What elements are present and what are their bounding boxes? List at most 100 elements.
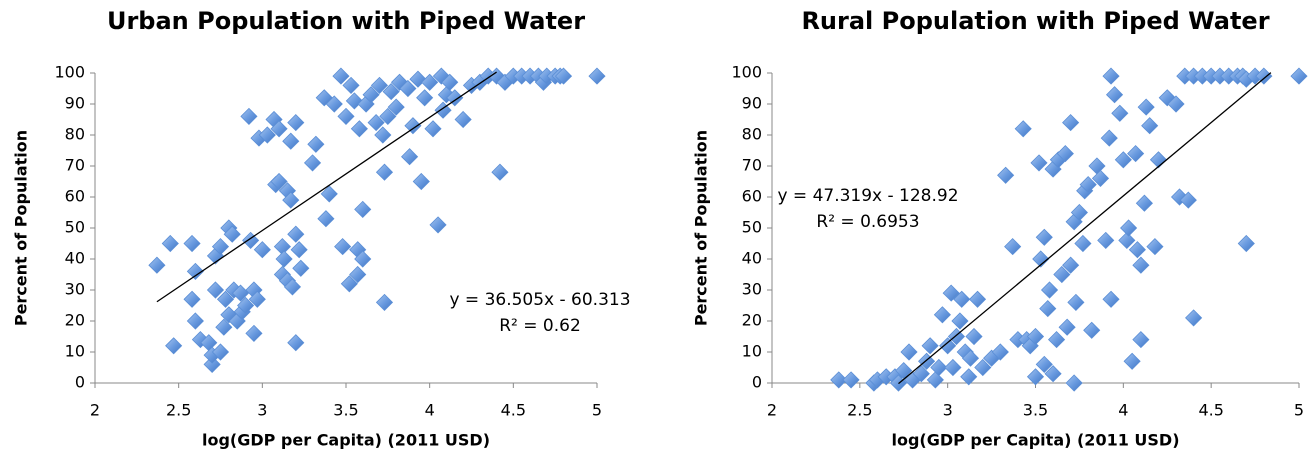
x-tick-label: 3.5 xyxy=(1023,401,1048,420)
data-point xyxy=(290,241,308,259)
data-point xyxy=(211,238,230,256)
data-point xyxy=(1004,238,1022,256)
data-point xyxy=(240,107,258,125)
y-tick-label: 100 xyxy=(731,63,762,82)
data-point xyxy=(401,148,419,166)
data-point xyxy=(1040,281,1059,299)
data-point xyxy=(951,312,969,330)
x-tick-label: 4 xyxy=(425,401,435,420)
data-point xyxy=(183,234,201,253)
trendline xyxy=(156,71,497,303)
y-tick-label: 10 xyxy=(65,342,85,361)
y-tick-label: 60 xyxy=(65,187,85,206)
data-point xyxy=(942,284,960,302)
data-point xyxy=(404,117,422,135)
r-squared: R² = 0.62 xyxy=(499,316,581,336)
data-point xyxy=(1185,309,1203,327)
data-point xyxy=(1102,290,1120,308)
x-tick-label: 3 xyxy=(257,401,267,420)
data-point xyxy=(215,318,233,336)
data-point xyxy=(325,95,343,113)
x-axis-label: log(GDP per Capita) (2011 USD) xyxy=(891,431,1179,450)
data-point xyxy=(1065,374,1083,392)
y-tick-label: 70 xyxy=(742,156,762,175)
data-point xyxy=(303,154,322,172)
data-point xyxy=(933,306,951,324)
data-point xyxy=(1132,331,1150,349)
y-tick-label: 80 xyxy=(742,125,762,144)
data-point xyxy=(270,120,288,138)
data-point xyxy=(390,73,409,91)
data-point xyxy=(253,241,271,259)
data-point xyxy=(424,120,442,138)
data-point xyxy=(1132,256,1150,274)
data-point xyxy=(211,343,230,361)
data-point xyxy=(282,132,300,150)
data-point xyxy=(342,76,360,94)
data-point xyxy=(248,290,266,308)
data-point xyxy=(362,86,380,104)
x-tick-label: 2 xyxy=(767,401,777,420)
data-point xyxy=(350,120,368,138)
data-point xyxy=(1062,256,1080,274)
data-point xyxy=(1044,365,1062,383)
y-tick-label: 30 xyxy=(742,280,762,299)
data-point xyxy=(374,126,392,144)
data-point xyxy=(354,200,372,218)
trendline-equation: y = 47.319x - 128.92 xyxy=(777,186,958,206)
data-point xyxy=(186,312,204,330)
data-point xyxy=(1062,114,1080,132)
data-point xyxy=(554,67,573,85)
data-point xyxy=(968,290,987,308)
data-point xyxy=(287,225,305,243)
data-point xyxy=(1237,234,1255,253)
data-point xyxy=(921,337,939,355)
x-tick-label: 3 xyxy=(943,401,953,420)
x-tick-label: 5 xyxy=(592,401,602,420)
data-point xyxy=(1083,321,1101,339)
data-point xyxy=(340,275,358,293)
y-tick-label: 50 xyxy=(65,218,85,237)
y-axis-label: Percent of Population xyxy=(12,130,31,326)
data-point xyxy=(399,79,417,98)
data-point xyxy=(1032,250,1050,268)
data-point xyxy=(960,368,978,386)
data-point xyxy=(258,126,276,144)
data-point xyxy=(1141,117,1159,135)
data-point xyxy=(382,83,400,101)
data-point xyxy=(1179,191,1197,209)
chart-panel: Urban Population with Piped Water log(GDP… xyxy=(12,7,631,450)
data-point xyxy=(165,337,183,355)
data-point xyxy=(930,358,948,377)
data-point xyxy=(282,191,300,209)
data-point xyxy=(1105,86,1124,104)
data-point xyxy=(421,73,439,91)
data-point xyxy=(1026,327,1045,346)
data-point xyxy=(375,293,394,311)
y-tick-label: 0 xyxy=(75,373,85,392)
data-point xyxy=(961,349,980,367)
data-point xyxy=(1079,176,1097,194)
data-point xyxy=(1290,67,1308,85)
data-point xyxy=(1035,355,1053,373)
data-point xyxy=(997,166,1015,184)
data-point xyxy=(1035,228,1053,246)
data-point xyxy=(1123,352,1141,370)
y-tick-label: 10 xyxy=(742,342,762,361)
data-point xyxy=(148,256,166,274)
y-tick-label: 100 xyxy=(54,63,85,82)
data-point xyxy=(1039,300,1057,318)
y-tick-label: 20 xyxy=(65,311,85,330)
y-tick-label: 60 xyxy=(742,187,762,206)
data-point xyxy=(283,278,302,296)
data-point xyxy=(1146,238,1164,256)
data-point xyxy=(183,290,201,308)
data-point xyxy=(416,89,434,107)
data-point xyxy=(1053,265,1071,284)
data-point xyxy=(491,163,509,181)
data-point xyxy=(1135,194,1153,212)
data-point xyxy=(332,67,350,85)
data-point xyxy=(1014,120,1032,138)
data-point xyxy=(918,352,936,370)
